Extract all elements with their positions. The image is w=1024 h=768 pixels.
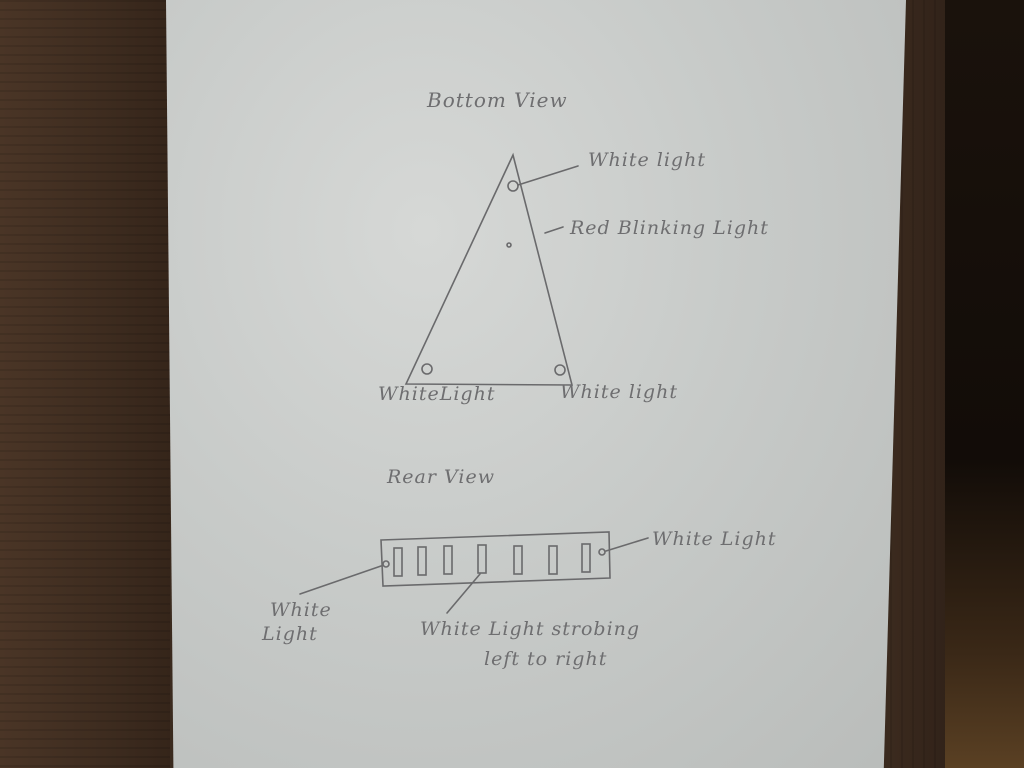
strobe-leader <box>446 573 481 614</box>
rear-bar-outline <box>380 531 611 587</box>
strobe-light-5 <box>513 545 523 575</box>
strobe-light-4 <box>477 544 487 574</box>
strobe-light-7 <box>581 543 591 573</box>
wooden-table-left <box>0 0 170 768</box>
top-light-leader <box>517 165 579 186</box>
dark-background-right <box>945 0 1024 768</box>
rear-left-leader <box>299 565 382 595</box>
left-light-circle <box>421 363 433 375</box>
rear-left-light-label-line2: Light <box>261 623 318 645</box>
rear-left-light-circle <box>382 560 390 568</box>
top-light-circle <box>507 180 519 192</box>
strobe-light-6 <box>548 545 558 575</box>
strobe-light-1 <box>393 547 403 577</box>
center-light-label: Red Blinking Light <box>569 217 769 239</box>
strobe-label-line2: left to right <box>484 648 607 670</box>
strobe-label-line1: White Light strobing <box>420 618 640 640</box>
rear-right-leader <box>605 537 649 552</box>
right-light-label: White light <box>560 381 678 403</box>
right-light-circle <box>554 364 566 376</box>
strobe-light-2 <box>417 546 427 576</box>
left-light-label: WhiteLight <box>378 383 495 405</box>
rear-right-light-label: White Light <box>652 528 777 550</box>
center-light-leader <box>544 226 564 234</box>
top-light-label: White light <box>588 149 706 171</box>
rear-right-light-circle <box>598 548 606 556</box>
rear-view-title: Rear View <box>386 466 495 488</box>
strobe-light-3 <box>443 545 453 575</box>
triangle-outline <box>404 152 574 386</box>
bottom-view-title: Bottom View <box>426 88 568 112</box>
center-light-dot <box>506 242 512 248</box>
rear-left-light-label-line1: White <box>270 599 332 621</box>
